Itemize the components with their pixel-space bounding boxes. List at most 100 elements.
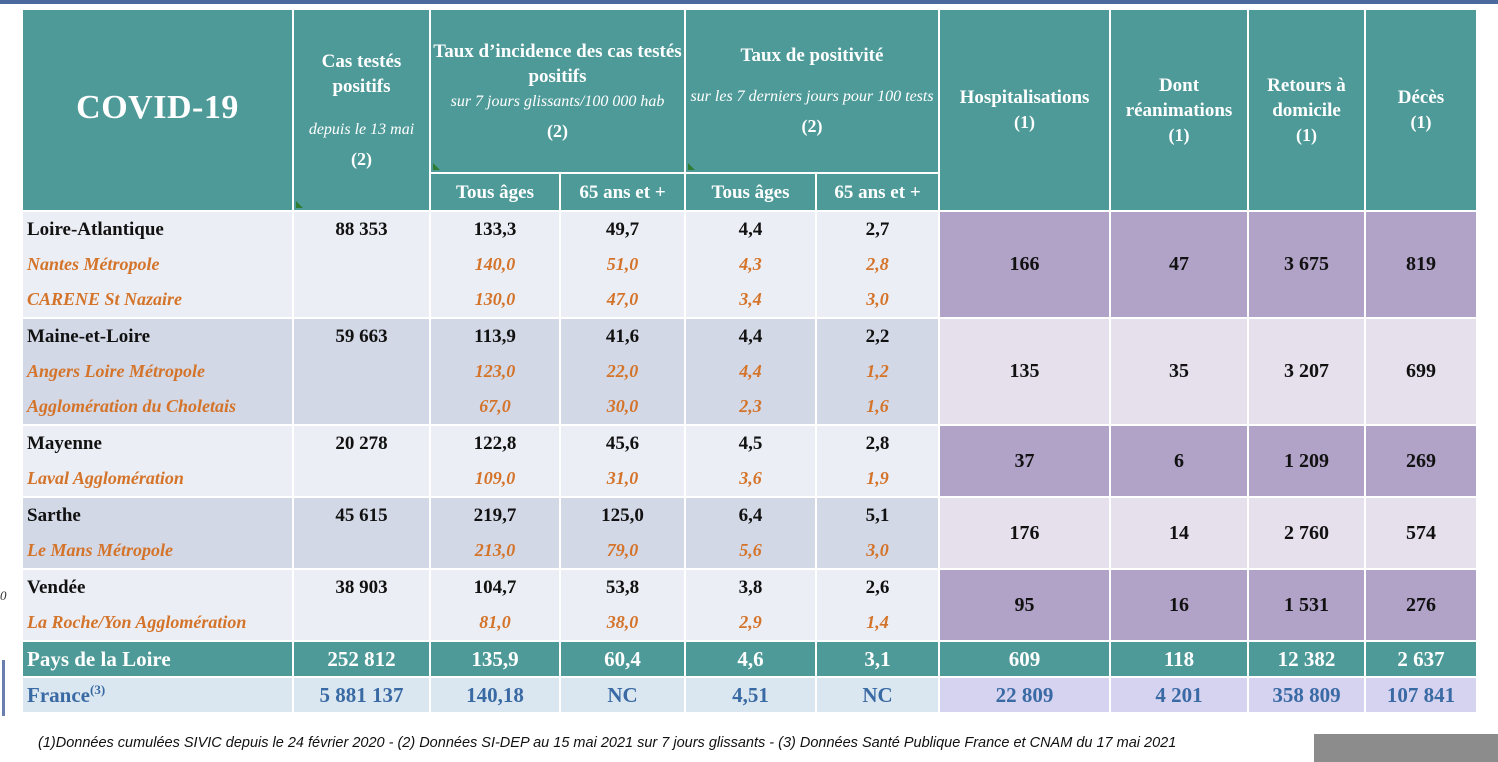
side-mark: 0 — [0, 588, 7, 603]
cell-pos-65: 1,4 — [866, 612, 889, 632]
cell-inc-all-stack: 122,8 109,0 — [429, 424, 561, 498]
france-retours: 358 809 — [1247, 676, 1366, 714]
cell-inc-65: 38,0 — [606, 612, 639, 632]
cell-name-stack: Maine-et-Loire Angers Loire Métropole Aggl… — [21, 317, 294, 426]
cell-inc-65: 45,6 — [605, 433, 640, 454]
table-body: Loire-Atlantique Nantes Métropole CARENE S… — [21, 210, 1478, 642]
cell-inc-all: 123,0 — [474, 361, 516, 381]
cell-inc-65: 49,7 — [605, 219, 640, 240]
header-deces: Décès (1) — [1364, 8, 1478, 212]
cell-pos-all: 4,4 — [738, 219, 763, 240]
total-row: Pays de la Loire 252 812 135,9 60,4 4,6 … — [21, 640, 1478, 678]
cell-pos-65: 1,2 — [866, 361, 889, 381]
cell-cas-stack: 59 663 — [292, 317, 431, 426]
cell-pos-all: 5,6 — [739, 540, 762, 560]
cell-pos-65: 2,6 — [865, 577, 890, 598]
cell-pos-65-stack: 2,2 1,2 1,6 — [815, 317, 940, 426]
cell-inc-all: 104,7 — [473, 577, 517, 598]
cell-name-stack: Vendée La Roche/Yon Agglomération — [21, 568, 294, 642]
france-pos-65: NC — [815, 676, 940, 714]
cell-cas: 59 663 — [335, 326, 388, 347]
cell-pos-65: 2,8 — [866, 254, 889, 274]
total-inc-65: 60,4 — [559, 640, 686, 678]
cell-inc-65: 51,0 — [606, 254, 639, 274]
header-hosp: Hospitalisations (1) — [938, 8, 1111, 212]
grey-block — [1314, 734, 1498, 762]
cell-name: Nantes Métropole — [27, 254, 160, 274]
cell-inc-all: 113,9 — [474, 326, 516, 347]
cell-inc-65-stack: 45,6 31,0 — [559, 424, 686, 498]
cell-hosp: 166 — [938, 210, 1111, 319]
header-retours: Retours à domicile (1) — [1247, 8, 1366, 212]
cell-cas-stack: 20 278 — [292, 424, 431, 498]
france-cas: 5 881 137 — [292, 676, 431, 714]
cell-cas-stack: 45 615 — [292, 496, 431, 570]
group-row: Loire-Atlantique Nantes Métropole CARENE S… — [21, 210, 1478, 319]
cell-pos-all: 2,3 — [739, 396, 762, 416]
cell-name: Vendée — [27, 577, 86, 598]
total-deces: 2 637 — [1364, 640, 1478, 678]
cell-inc-65: 125,0 — [601, 505, 644, 526]
cell-pos-all-stack: 6,4 5,6 — [684, 496, 817, 570]
cell-inc-65: 30,0 — [606, 396, 639, 416]
cell-pos-65: 2,7 — [865, 219, 890, 240]
total-retours: 12 382 — [1247, 640, 1366, 678]
cell-deces: 819 — [1364, 210, 1478, 319]
cell-pos-65: 5,1 — [865, 505, 890, 526]
cell-rea: 35 — [1109, 317, 1249, 426]
cell-inc-65: 53,8 — [605, 577, 640, 598]
cell-name: Loire-Atlantique — [27, 219, 164, 240]
group-row: Vendée La Roche/Yon Agglomération 38 903 10… — [21, 568, 1478, 642]
cell-inc-65-stack: 53,8 38,0 — [559, 568, 686, 642]
cell-inc-all: 133,3 — [473, 219, 517, 240]
cell-cas: 38 903 — [335, 577, 388, 598]
cell-rea: 47 — [1109, 210, 1249, 319]
cell-name: Le Mans Métropole — [27, 540, 173, 560]
france-inc-all: 140,18 — [429, 676, 561, 714]
cell-pos-65: 1,9 — [866, 468, 889, 488]
group-row: Sarthe Le Mans Métropole 45 615 219,7 213,0 1… — [21, 496, 1478, 570]
cell-cas — [294, 354, 429, 389]
subheader-pos-all: Tous âges — [684, 172, 817, 212]
header-cas: Cas testés positifs depuis le 13 mai (2) — [292, 8, 431, 212]
cell-inc-all: 81,0 — [479, 612, 511, 632]
cell-cas — [294, 389, 429, 424]
header-positivite: Taux de positivité sur les 7 derniers jo… — [684, 8, 940, 174]
cell-cas — [294, 605, 429, 640]
cell-cas — [294, 247, 429, 282]
cell-pos-65-stack: 5,1 3,0 — [815, 496, 940, 570]
cell-inc-65-stack: 125,0 79,0 — [559, 496, 686, 570]
cell-rea: 14 — [1109, 496, 1249, 570]
cell-pos-all: 4,4 — [738, 326, 763, 347]
cell-cas — [294, 533, 429, 568]
cell-rea: 16 — [1109, 568, 1249, 642]
cell-cas: 88 353 — [335, 219, 388, 240]
cell-pos-all-stack: 4,4 4,4 2,3 — [684, 317, 817, 426]
france-hosp: 22 809 — [938, 676, 1111, 714]
cell-cas — [294, 282, 429, 317]
cell-inc-65: 79,0 — [606, 540, 639, 560]
cell-pos-all: 3,6 — [739, 468, 762, 488]
france-row: France(3) 5 881 137 140,18 NC 4,51 NC 22… — [21, 676, 1478, 714]
cell-inc-all-stack: 113,9 123,0 67,0 — [429, 317, 561, 426]
cell-pos-65-stack: 2,7 2,8 3,0 — [815, 210, 940, 319]
cell-inc-65: 22,0 — [606, 361, 639, 381]
cell-pos-all: 4,4 — [739, 361, 762, 381]
cell-name-stack: Sarthe Le Mans Métropole — [21, 496, 294, 570]
cell-name: Mayenne — [27, 433, 102, 454]
cell-inc-all: 213,0 — [474, 540, 516, 560]
cell-name: CARENE St Nazaire — [27, 289, 183, 309]
header-rea: Dont réanimations (1) — [1109, 8, 1249, 212]
group-row: Mayenne Laval Agglomération 20 278 122,8 109… — [21, 424, 1478, 498]
cell-pos-all: 3,8 — [738, 577, 763, 598]
cell-inc-all-stack: 133,3 140,0 130,0 — [429, 210, 561, 319]
france-name: France(3) — [21, 676, 294, 714]
cell-pos-65: 2,2 — [865, 326, 890, 347]
cell-pos-65: 1,6 — [866, 396, 889, 416]
cell-retours: 1 531 — [1247, 568, 1366, 642]
table-title: COVID-19 — [21, 8, 294, 212]
subheader-inc-65: 65 ans et + — [559, 172, 686, 212]
cell-cas: 45 615 — [335, 505, 388, 526]
cell-pos-65: 3,0 — [866, 289, 889, 309]
cell-deces: 574 — [1364, 496, 1478, 570]
